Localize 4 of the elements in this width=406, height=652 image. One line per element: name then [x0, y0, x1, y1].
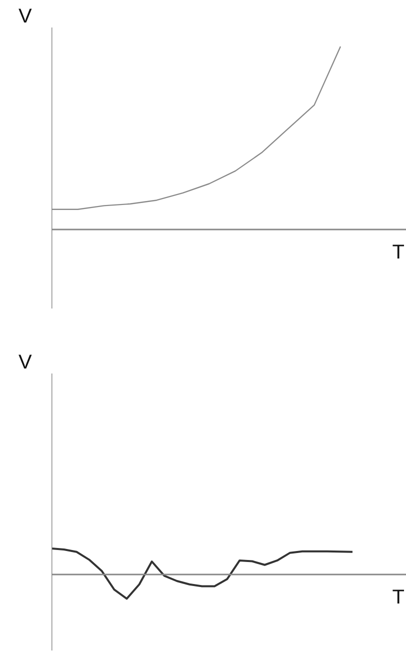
x-axis-title: T	[392, 242, 404, 264]
x-axis-title: T	[392, 586, 404, 608]
y-axis-title: V	[18, 6, 32, 28]
y-axis-title: V	[18, 352, 32, 374]
